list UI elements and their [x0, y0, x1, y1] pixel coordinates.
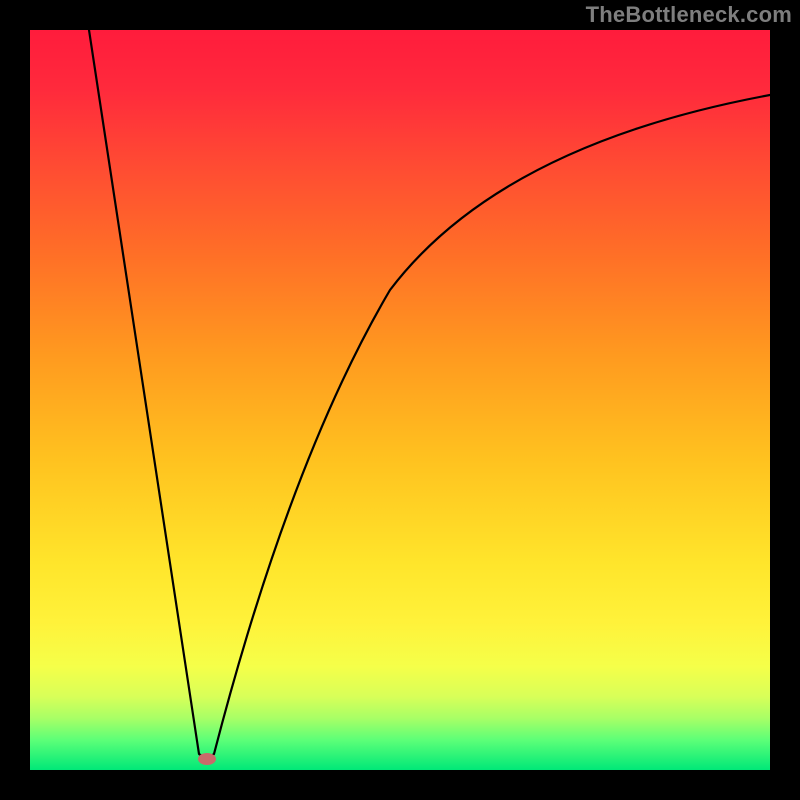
plot-svg — [30, 30, 770, 770]
chart-frame: TheBottleneck.com — [0, 0, 800, 800]
watermark-text: TheBottleneck.com — [586, 2, 792, 28]
trough-marker — [198, 753, 216, 765]
plot-area — [30, 30, 770, 770]
gradient-background — [30, 30, 770, 770]
